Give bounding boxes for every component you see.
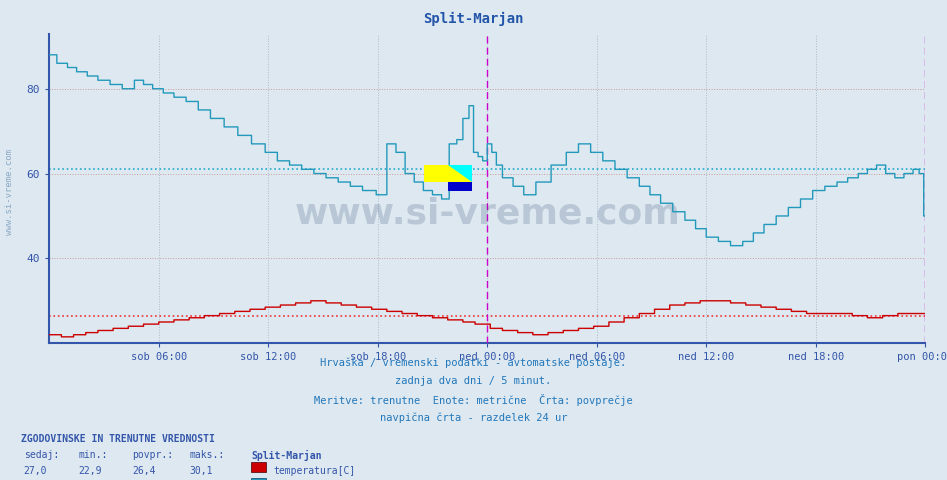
Text: 22,9: 22,9 [79, 466, 102, 476]
FancyBboxPatch shape [423, 165, 472, 182]
Text: Meritve: trenutne  Enote: metrične  Črta: povprečje: Meritve: trenutne Enote: metrične Črta: … [314, 394, 633, 406]
Text: 30,1: 30,1 [189, 466, 213, 476]
Text: ZGODOVINSKE IN TRENUTNE VREDNOSTI: ZGODOVINSKE IN TRENUTNE VREDNOSTI [21, 434, 215, 444]
Text: navpična črta - razdelek 24 ur: navpična črta - razdelek 24 ur [380, 412, 567, 423]
Text: 27,0: 27,0 [24, 466, 47, 476]
Text: temperatura[C]: temperatura[C] [274, 466, 356, 476]
Text: Split-Marjan: Split-Marjan [251, 450, 321, 461]
FancyBboxPatch shape [448, 182, 472, 191]
Text: Split-Marjan: Split-Marjan [423, 12, 524, 26]
Text: povpr.:: povpr.: [133, 450, 173, 460]
Text: www.si-vreme.com: www.si-vreme.com [295, 196, 680, 230]
Text: Hrvaška / vremenski podatki - avtomatske postaje.: Hrvaška / vremenski podatki - avtomatske… [320, 358, 627, 368]
Text: zadnja dva dni / 5 minut.: zadnja dva dni / 5 minut. [396, 376, 551, 386]
Text: min.:: min.: [79, 450, 108, 460]
Text: maks.:: maks.: [189, 450, 224, 460]
Text: www.si-vreme.com: www.si-vreme.com [5, 149, 14, 235]
Text: 26,4: 26,4 [133, 466, 156, 476]
Polygon shape [448, 165, 472, 182]
Text: sedaj:: sedaj: [24, 450, 59, 460]
